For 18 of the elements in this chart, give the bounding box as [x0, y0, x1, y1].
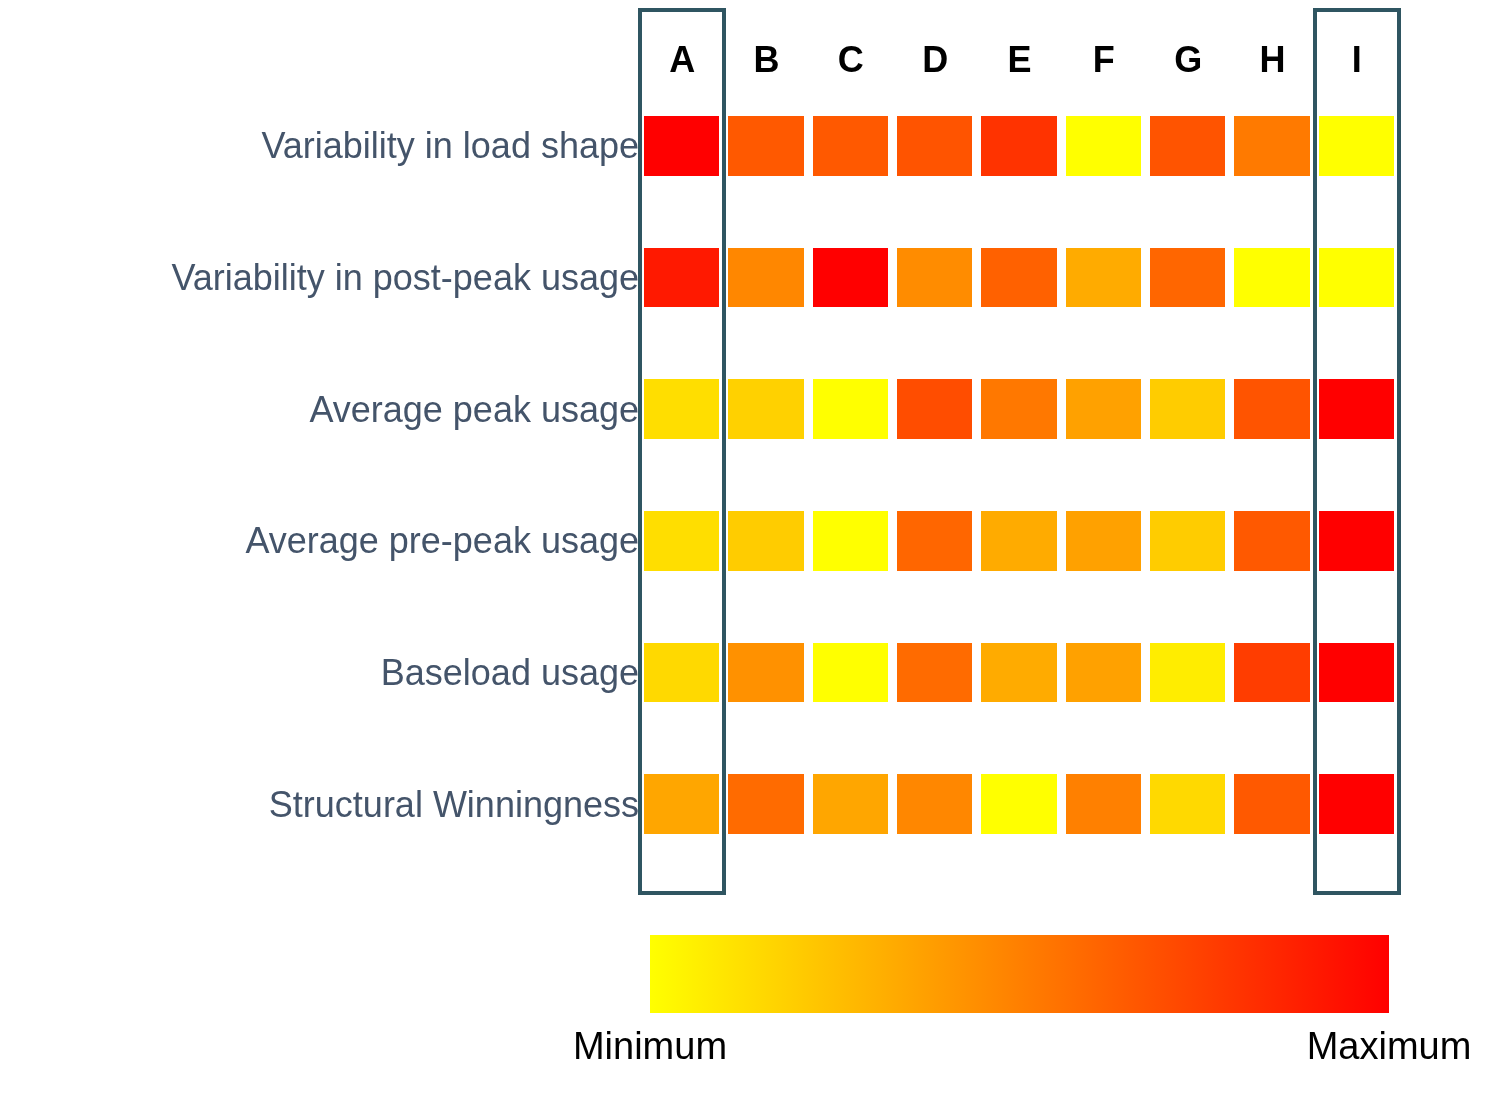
y-tick-label: Variability in load shape — [261, 125, 639, 167]
x-tick-label: H — [1259, 38, 1286, 80]
x-tick-label: A — [669, 38, 696, 80]
y-tick-label: Baseload usage — [380, 652, 639, 694]
x-tick-label: F — [1092, 38, 1115, 80]
color-bar-label: Minimum — [572, 1025, 728, 1068]
x-tick-label: B — [753, 38, 780, 80]
color-bar-label: Maximum — [1306, 1025, 1472, 1068]
y-tick-label: Average peak usage — [309, 388, 639, 430]
x-tick-label: D — [922, 38, 949, 80]
y-tick-label: Variability in post-peak usage — [171, 257, 639, 299]
x-tick-label: G — [1174, 38, 1203, 80]
y-tick-label: Average pre-peak usage — [245, 520, 639, 562]
y-tick-label: Structural Winningness — [268, 783, 639, 825]
x-tick-label: E — [1007, 38, 1032, 80]
x-tick-label: I — [1351, 38, 1362, 80]
color-scale: Minimum Maximum — [572, 935, 1472, 1068]
x-tick-label: C — [837, 38, 864, 80]
